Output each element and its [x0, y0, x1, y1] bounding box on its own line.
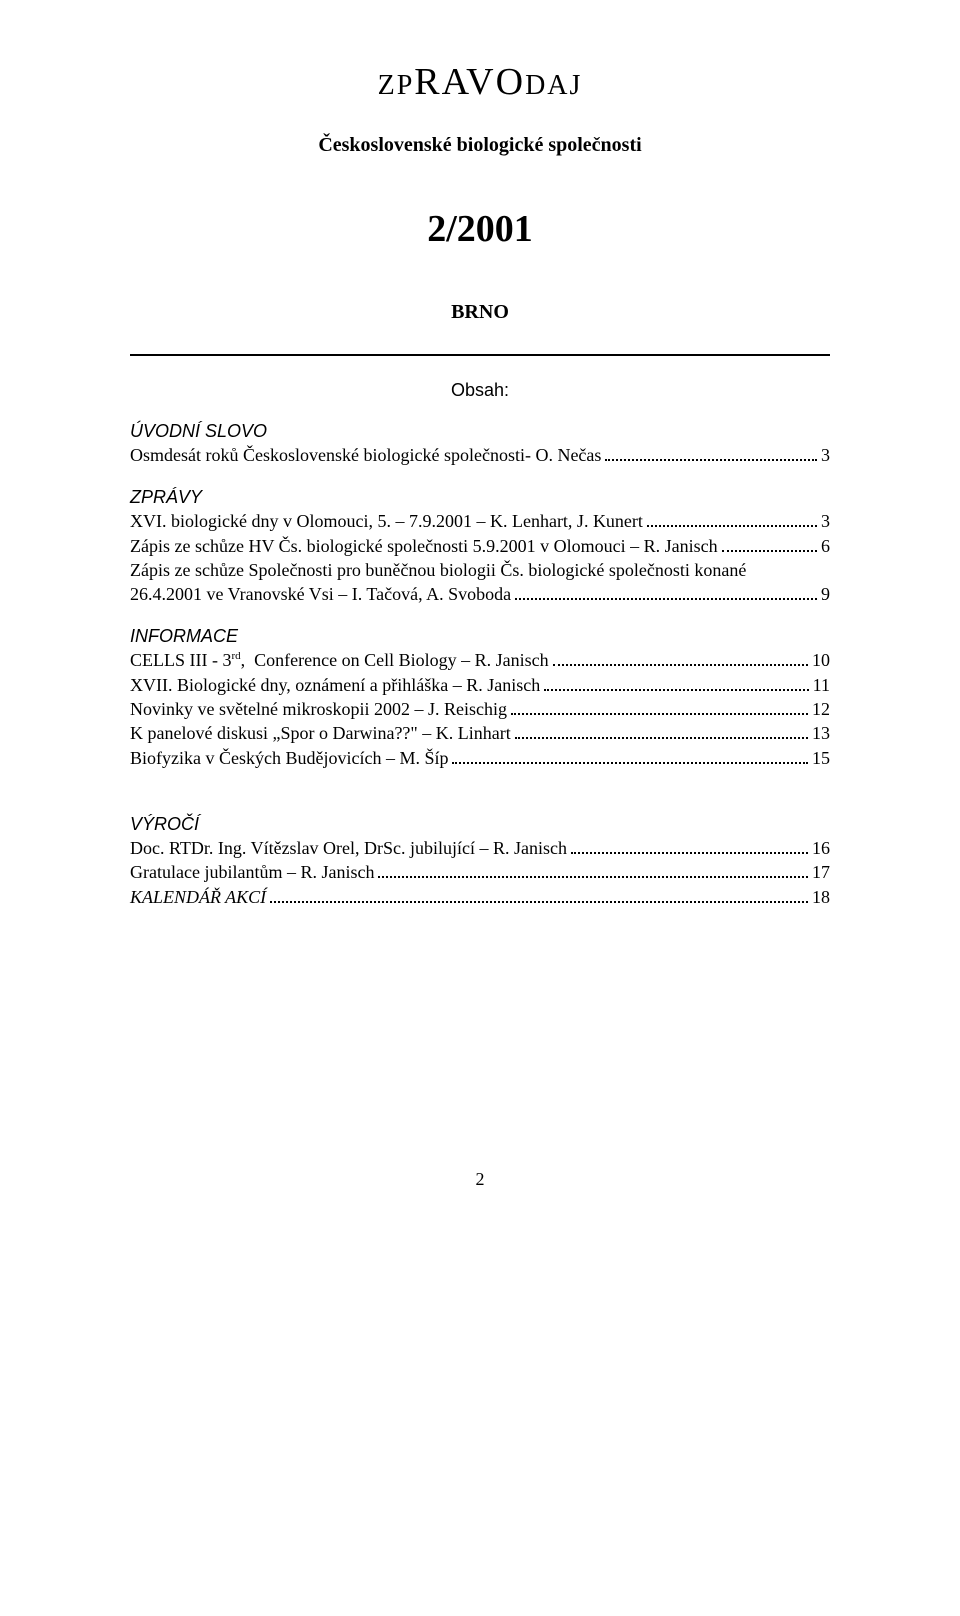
subtitle: Československé biologické společnosti — [130, 134, 830, 157]
toc-page: 17 — [812, 860, 830, 884]
leader-dots — [605, 446, 817, 461]
toc-label: Biofyzika v Českých Budějovicích – M. Ší… — [130, 746, 448, 770]
toc-label: K panelové diskusi „Spor o Darwina??" – … — [130, 721, 511, 745]
leader-dots — [378, 863, 808, 878]
toc-page: 18 — [812, 885, 830, 909]
leader-dots — [722, 536, 817, 551]
toc-page: 6 — [821, 534, 830, 558]
toc-row: K panelové diskusi „Spor o Darwina??" – … — [130, 721, 830, 745]
section-spacer — [130, 770, 830, 794]
toc-row: XVI. biologické dny v Olomouci, 5. – 7.9… — [130, 509, 830, 533]
toc-row: CELLS III - 3rd, Conference on Cell Biol… — [130, 648, 830, 672]
table-of-contents: ÚVODNÍ SLOVOOsmdesát roků Československé… — [130, 421, 830, 909]
toc-page: 15 — [812, 746, 830, 770]
toc-label: Osmdesát roků Československé biologické … — [130, 443, 601, 467]
leader-dots — [553, 651, 808, 666]
toc-page: 12 — [812, 697, 830, 721]
section-label: ZPRÁVY — [130, 487, 830, 508]
toc-label: Zápis ze schůze HV Čs. biologické společ… — [130, 534, 718, 558]
toc-row: Zápis ze schůze Společnosti pro buněčnou… — [130, 558, 830, 582]
toc-label: XVI. biologické dny v Olomouci, 5. – 7.9… — [130, 509, 643, 533]
toc-row: Novinky ve světelné mikroskopii 2002 – J… — [130, 697, 830, 721]
main-title: ZPRAVODAJ — [130, 60, 830, 104]
superscript: rd — [231, 650, 240, 662]
leader-dots — [270, 887, 808, 902]
toc-page: 13 — [812, 721, 830, 745]
divider-rule — [130, 354, 830, 356]
issue-number: 2/2001 — [130, 207, 830, 251]
toc-row: XVII. Biologické dny, oznámení a přihláš… — [130, 673, 830, 697]
toc-row: Doc. RTDr. Ing. Vítězslav Orel, DrSc. ju… — [130, 836, 830, 860]
toc-page: 3 — [821, 509, 830, 533]
page-number: 2 — [130, 1169, 830, 1190]
section-label: ÚVODNÍ SLOVO — [130, 421, 830, 442]
title-prefix: ZP — [378, 70, 415, 101]
leader-dots — [511, 700, 808, 715]
toc-row: Zápis ze schůze HV Čs. biologické společ… — [130, 534, 830, 558]
section-label: KALENDÁŘ AKCÍ — [130, 885, 266, 909]
toc-page: 16 — [812, 836, 830, 860]
toc-label: Novinky ve světelné mikroskopii 2002 – J… — [130, 697, 507, 721]
toc-label: CELLS III - 3rd, Conference on Cell Biol… — [130, 648, 549, 672]
leader-dots — [647, 512, 817, 527]
city: BRNO — [130, 301, 830, 324]
toc-label: Doc. RTDr. Ing. Vítězslav Orel, DrSc. ju… — [130, 836, 567, 860]
toc-label: Gratulace jubilantům – R. Janisch — [130, 860, 374, 884]
section-label: INFORMACE — [130, 626, 830, 647]
toc-row: 26.4.2001 ve Vranovské Vsi – I. Tačová, … — [130, 582, 830, 606]
contents-heading: Obsah: — [130, 380, 830, 401]
toc-label: XVII. Biologické dny, oznámení a přihláš… — [130, 673, 540, 697]
title-big: RAVO — [414, 61, 525, 103]
leader-dots — [571, 839, 808, 854]
title-suffix: DAJ — [525, 70, 582, 101]
leader-dots — [452, 748, 808, 763]
toc-row: Biofyzika v Českých Budějovicích – M. Ší… — [130, 746, 830, 770]
toc-page: 11 — [813, 673, 830, 697]
toc-label: Zápis ze schůze Společnosti pro buněčnou… — [130, 558, 746, 582]
toc-row: KALENDÁŘ AKCÍ 18 — [130, 885, 830, 909]
toc-row: Gratulace jubilantům – R. Janisch 17 — [130, 860, 830, 884]
toc-label: 26.4.2001 ve Vranovské Vsi – I. Tačová, … — [130, 582, 511, 606]
toc-page: 10 — [812, 648, 830, 672]
page: ZPRAVODAJ Československé biologické spol… — [0, 0, 960, 1616]
section-label: VÝROČÍ — [130, 814, 830, 835]
toc-page: 9 — [821, 582, 830, 606]
toc-page: 3 — [821, 443, 830, 467]
leader-dots — [515, 724, 808, 739]
leader-dots — [544, 675, 808, 690]
leader-dots — [515, 585, 817, 600]
toc-row: Osmdesát roků Československé biologické … — [130, 443, 830, 467]
